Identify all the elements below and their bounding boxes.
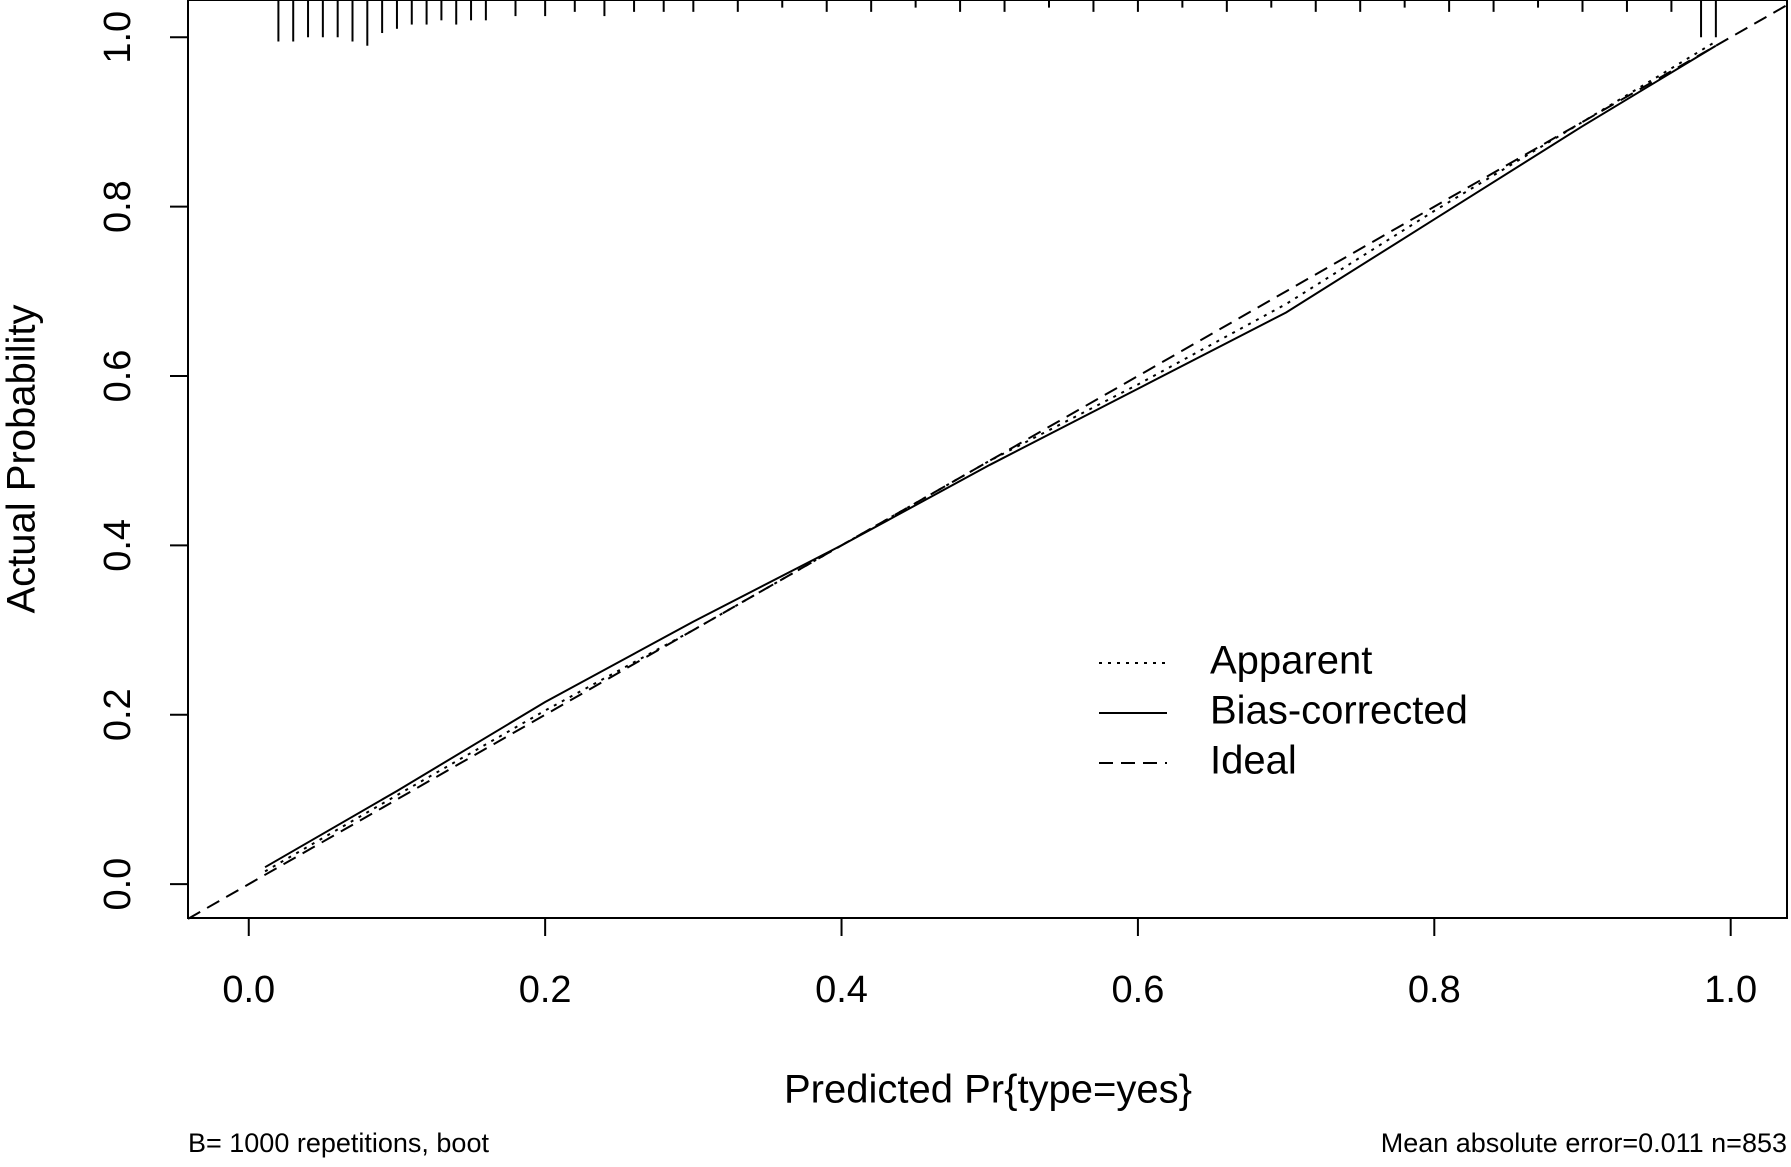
y-tick-label: 0.8 bbox=[97, 180, 139, 233]
plot-frame bbox=[187, 0, 1788, 919]
x-tick-label: 0.4 bbox=[815, 969, 868, 1011]
y-tick-label: 1.0 bbox=[97, 11, 139, 64]
series-line bbox=[264, 40, 1717, 873]
x-axis-label: Predicted Pr{type=yes} bbox=[784, 1068, 1192, 1112]
legend-label: Bias-corrected bbox=[1210, 689, 1468, 733]
legend-label: Apparent bbox=[1210, 639, 1372, 683]
legend-label: Ideal bbox=[1210, 739, 1297, 783]
x-tick-label: 0.0 bbox=[222, 969, 275, 1011]
series-line bbox=[264, 44, 1717, 869]
x-tick-label: 0.8 bbox=[1408, 969, 1461, 1011]
y-tick-label: 0.4 bbox=[97, 519, 139, 572]
y-tick-label: 0.0 bbox=[97, 858, 139, 911]
footnote: Mean absolute error=0.011 n=853 bbox=[1381, 1128, 1787, 1158]
x-tick-label: 0.2 bbox=[519, 969, 572, 1011]
footnote: B= 1000 repetitions, boot bbox=[188, 1128, 489, 1158]
x-tick-label: 0.6 bbox=[1112, 969, 1165, 1011]
y-tick-label: 0.6 bbox=[97, 350, 139, 403]
y-tick-label: 0.2 bbox=[97, 688, 139, 741]
y-axis-label: Actual Probability bbox=[0, 304, 44, 613]
x-tick-label: 1.0 bbox=[1704, 969, 1757, 1011]
